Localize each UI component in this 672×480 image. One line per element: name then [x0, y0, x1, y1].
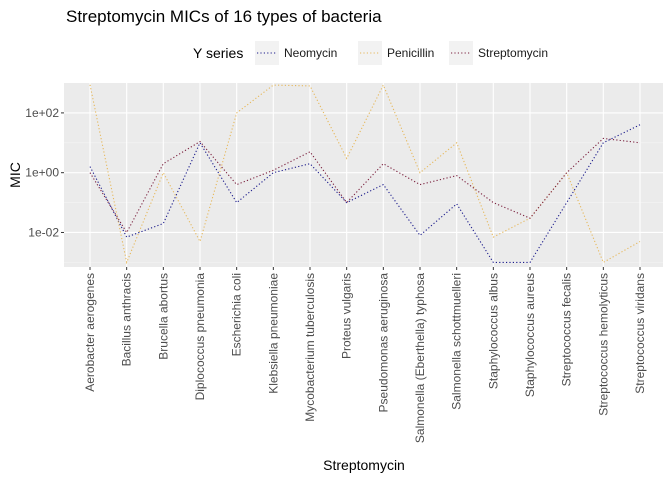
x-tick-label: Streptococcus fecalis [560, 273, 574, 386]
plot-panel [64, 83, 663, 267]
legend-item-penicillin: Penicillin [358, 41, 434, 65]
x-tick-label: Streptococcus viridans [633, 273, 647, 394]
x-tick-label: Proteus vulgaris [340, 273, 354, 359]
legend-label: Penicillin [387, 46, 434, 60]
x-tick-label: Brucella abortus [156, 273, 170, 360]
x-tick-label: Staphylococcus aureus [523, 273, 537, 397]
series-line-neomycin [89, 124, 641, 263]
legend-label: Neomycin [284, 46, 337, 60]
y-tick-label: 1e-02 [28, 225, 59, 239]
series-lines [89, 83, 641, 265]
x-tick-label: Escherichia coli [230, 273, 244, 356]
legend-title: Y series [193, 45, 243, 61]
legend-item-neomycin: Neomycin [255, 41, 337, 65]
grid-lines [64, 83, 663, 267]
x-tick-label: Salmonella (Eberthella) typhosa [413, 273, 427, 443]
x-tick-label: Bacillus anthracis [120, 273, 134, 366]
legend-key [255, 41, 279, 65]
y-tick-label: 1e+02 [25, 106, 59, 120]
x-tick-label: Salmonella schottmuelleri [450, 273, 464, 410]
x-tick-label: Aerobacter aerogenes [83, 273, 97, 392]
x-tick-label: Diplococcus pneumonia [193, 273, 207, 401]
x-tick-label: Mycobacterium tuberculosis [303, 273, 317, 422]
legend-label: Streptomycin [478, 46, 548, 60]
x-tick-label: Klebsiella pneumoniae [266, 273, 280, 394]
series-line-penicillin [89, 83, 641, 265]
x-axis: Aerobacter aerogenes Bacillus anthracis Br… [83, 267, 647, 443]
x-axis-title: Streptomycin [323, 457, 405, 473]
chart-title: Streptomycin MICs of 16 types of bacteri… [66, 7, 382, 26]
x-tick-label: Staphylococcus albus [486, 273, 500, 389]
legend: Y series Neomycin Penicillin Streptomycin [193, 41, 548, 65]
legend-key [358, 41, 382, 65]
legend-items: Neomycin Penicillin Streptomycin [255, 41, 548, 65]
y-axis: 1e-02 1e+00 1e+02 [25, 106, 64, 239]
x-tick-label: Streptococcus hemolyticus [596, 273, 610, 416]
x-tick-label: Pseudomonas aeruginosa [376, 273, 390, 413]
legend-item-streptomycin: Streptomycin [449, 41, 548, 65]
legend-key [449, 41, 473, 65]
y-axis-title: MIC [7, 162, 23, 188]
y-tick-label: 1e+00 [25, 166, 59, 180]
